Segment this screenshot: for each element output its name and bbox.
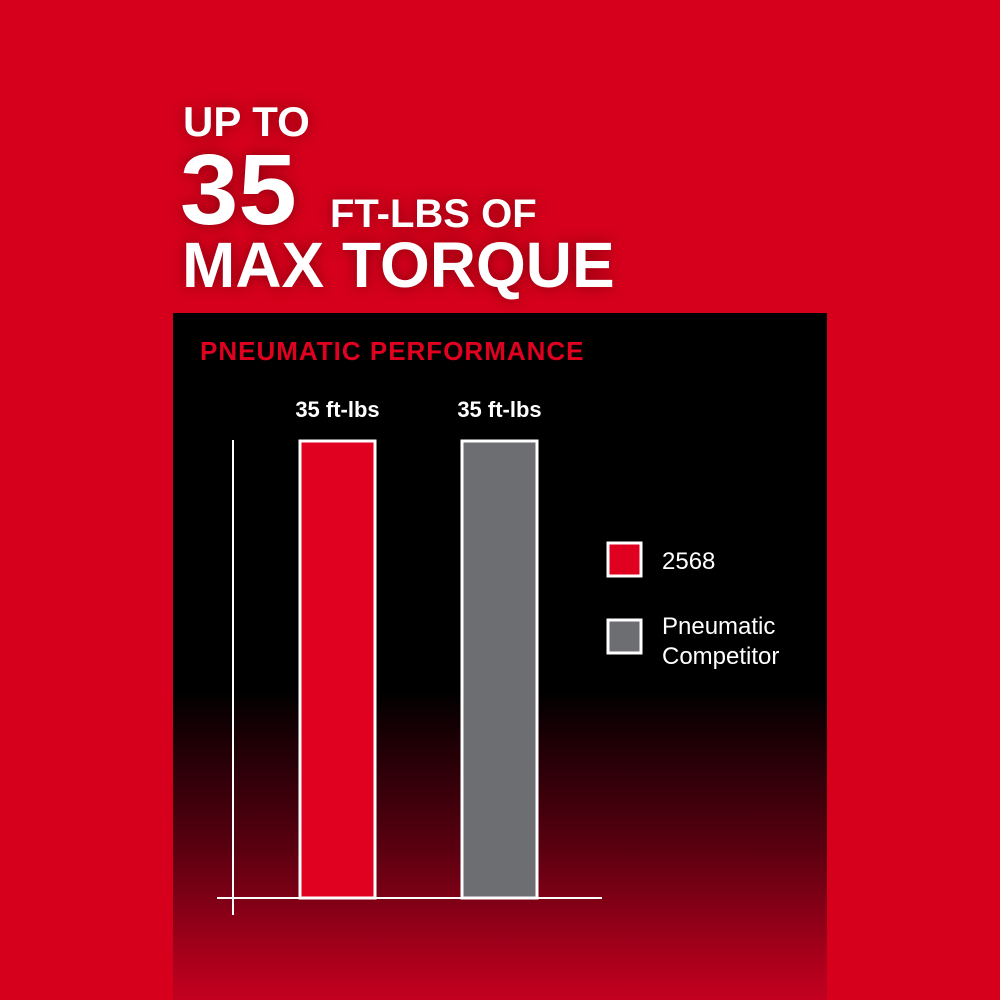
headline-unit: FT-LBS OF (330, 192, 537, 236)
headline-up-to: UP TO (183, 98, 310, 145)
bar-0 (298, 439, 377, 900)
bar-1 (460, 439, 539, 900)
chart-title: PNEUMATIC PERFORMANCE (200, 336, 585, 366)
legend-label-1: Competitor (662, 643, 779, 670)
legend-label-1: Pneumatic (662, 613, 775, 640)
headline-number: 35 (180, 134, 297, 246)
legend-swatch-0 (606, 541, 643, 578)
legend-swatch-1 (606, 618, 643, 655)
headline-max-torque: MAX TORQUE (182, 229, 615, 301)
data-label-0: 35 ft-lbs (295, 397, 379, 422)
data-label-1: 35 ft-lbs (457, 397, 541, 422)
legend-label-0: 2568 (662, 548, 715, 575)
